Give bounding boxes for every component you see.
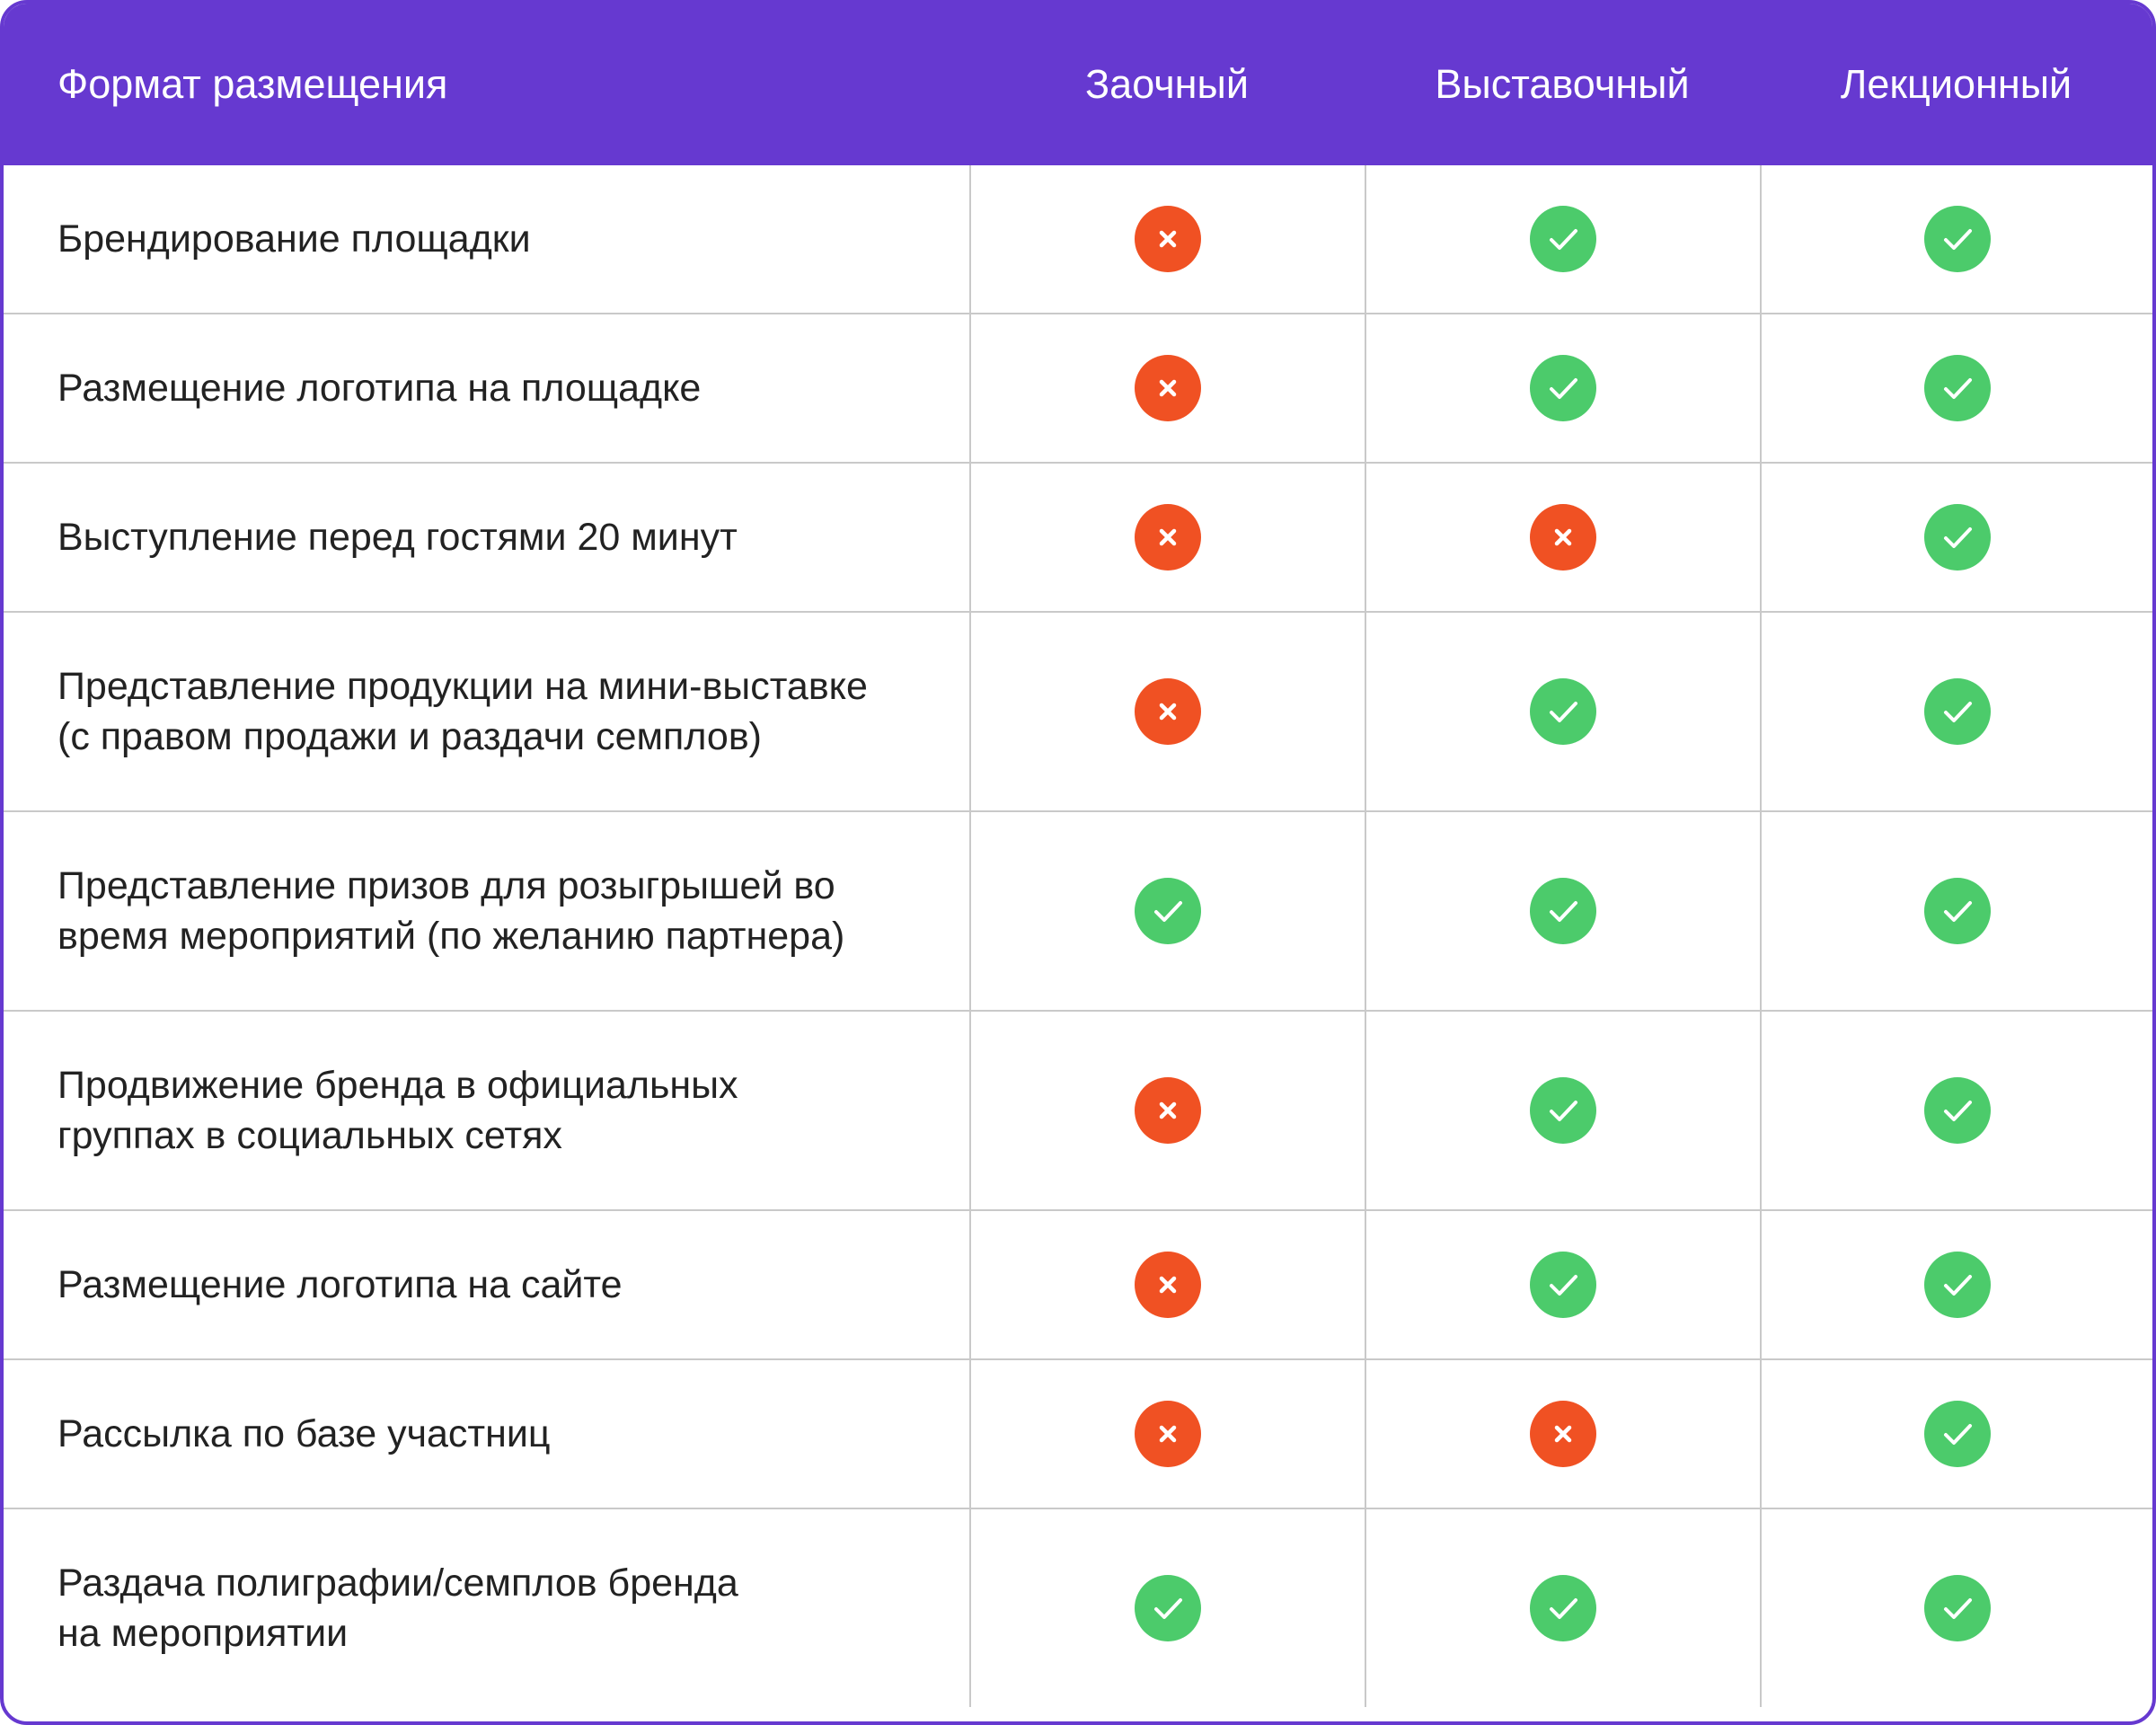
row-cell: [969, 1010, 1365, 1209]
cross-icon: [1135, 504, 1201, 571]
row-label: Рассылка по базе участниц: [4, 1358, 969, 1508]
row-cell: [1365, 1209, 1760, 1358]
check-icon: [1530, 355, 1596, 421]
cross-icon: [1135, 1077, 1201, 1144]
check-icon: [1923, 1401, 1991, 1467]
check-icon: [1530, 1077, 1596, 1144]
check-icon: [1530, 878, 1596, 944]
check-icon: [1530, 1252, 1596, 1318]
row-cell: [1760, 1358, 2152, 1508]
row-cell: [1760, 165, 2152, 313]
row-cell: [1760, 1508, 2152, 1707]
check-icon: [1923, 678, 1991, 745]
check-icon: [1923, 1252, 1991, 1318]
cross-icon: [1135, 355, 1201, 421]
check-icon: [1530, 206, 1596, 272]
row-cell: [969, 462, 1365, 611]
cross-icon: [1135, 678, 1201, 745]
row-cell: [969, 1209, 1365, 1358]
check-icon: [1530, 1575, 1596, 1641]
row-label: Размещение логотипа на площадке: [4, 313, 969, 462]
row-cell: [1760, 810, 2152, 1010]
row-cell: [969, 313, 1365, 462]
row-cell: [1365, 1010, 1760, 1209]
cross-icon: [1135, 206, 1201, 272]
header-title: Формат размещения: [4, 4, 969, 165]
check-icon: [1135, 878, 1201, 944]
row-cell: [969, 165, 1365, 313]
check-icon: [1923, 1575, 1991, 1641]
row-label: Продвижение бренда в официальных группах…: [4, 1010, 969, 1209]
row-label: Выступление перед гостями 20 минут: [4, 462, 969, 611]
check-icon: [1923, 206, 1991, 272]
cross-icon: [1135, 1401, 1201, 1467]
check-icon: [1530, 678, 1596, 745]
cross-icon: [1530, 1401, 1596, 1467]
header-column: Лекционный: [1760, 4, 2152, 165]
header-column: Заочный: [969, 4, 1365, 165]
row-cell: [1365, 1358, 1760, 1508]
check-icon: [1923, 1077, 1991, 1144]
cross-icon: [1530, 504, 1596, 571]
check-icon: [1135, 1575, 1201, 1641]
row-label: Представление продукции на мини-выставке…: [4, 611, 969, 810]
row-cell: [969, 611, 1365, 810]
row-cell: [1365, 462, 1760, 611]
row-cell: [969, 1358, 1365, 1508]
row-cell: [1365, 611, 1760, 810]
row-cell: [1365, 165, 1760, 313]
header-column: Выставочный: [1365, 4, 1760, 165]
check-icon: [1923, 878, 1991, 944]
row-cell: [1760, 313, 2152, 462]
row-cell: [969, 1508, 1365, 1707]
table-grid: Формат размещения Заочный Выставочный Лекц…: [4, 4, 2152, 1707]
check-icon: [1923, 355, 1991, 421]
row-cell: [1760, 1010, 2152, 1209]
check-icon: [1923, 504, 1991, 571]
row-label: Брендирование площадки: [57, 217, 531, 261]
row-label: Размещение логотипа на сайте: [4, 1209, 969, 1358]
row-cell: [1760, 611, 2152, 810]
row-label: Раздача полиграфии/семплов бренда на мер…: [4, 1508, 969, 1707]
row-label: Представление призов для розыгрышей во в…: [4, 810, 969, 1010]
row-cell: [1365, 1508, 1760, 1707]
row-cell: [969, 810, 1365, 1010]
row-cell: [1760, 1209, 2152, 1358]
cross-icon: [1135, 1252, 1201, 1318]
row-cell: [1365, 313, 1760, 462]
row-cell: [1365, 810, 1760, 1010]
row-cell: [1760, 462, 2152, 611]
